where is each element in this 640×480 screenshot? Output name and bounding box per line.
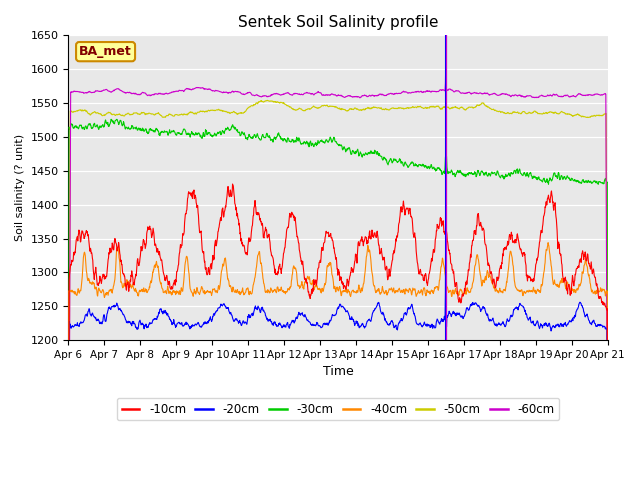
Title: Sentek Soil Salinity profile: Sentek Soil Salinity profile <box>238 15 438 30</box>
Text: BA_met: BA_met <box>79 45 132 58</box>
Legend: -10cm, -20cm, -30cm, -40cm, -50cm, -60cm: -10cm, -20cm, -30cm, -40cm, -50cm, -60cm <box>117 398 559 420</box>
X-axis label: Time: Time <box>323 365 353 379</box>
Y-axis label: Soil salinity (? unit): Soil salinity (? unit) <box>15 134 25 241</box>
